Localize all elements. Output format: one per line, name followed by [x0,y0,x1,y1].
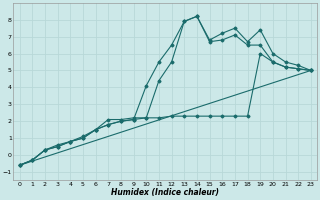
X-axis label: Humidex (Indice chaleur): Humidex (Indice chaleur) [111,188,219,197]
